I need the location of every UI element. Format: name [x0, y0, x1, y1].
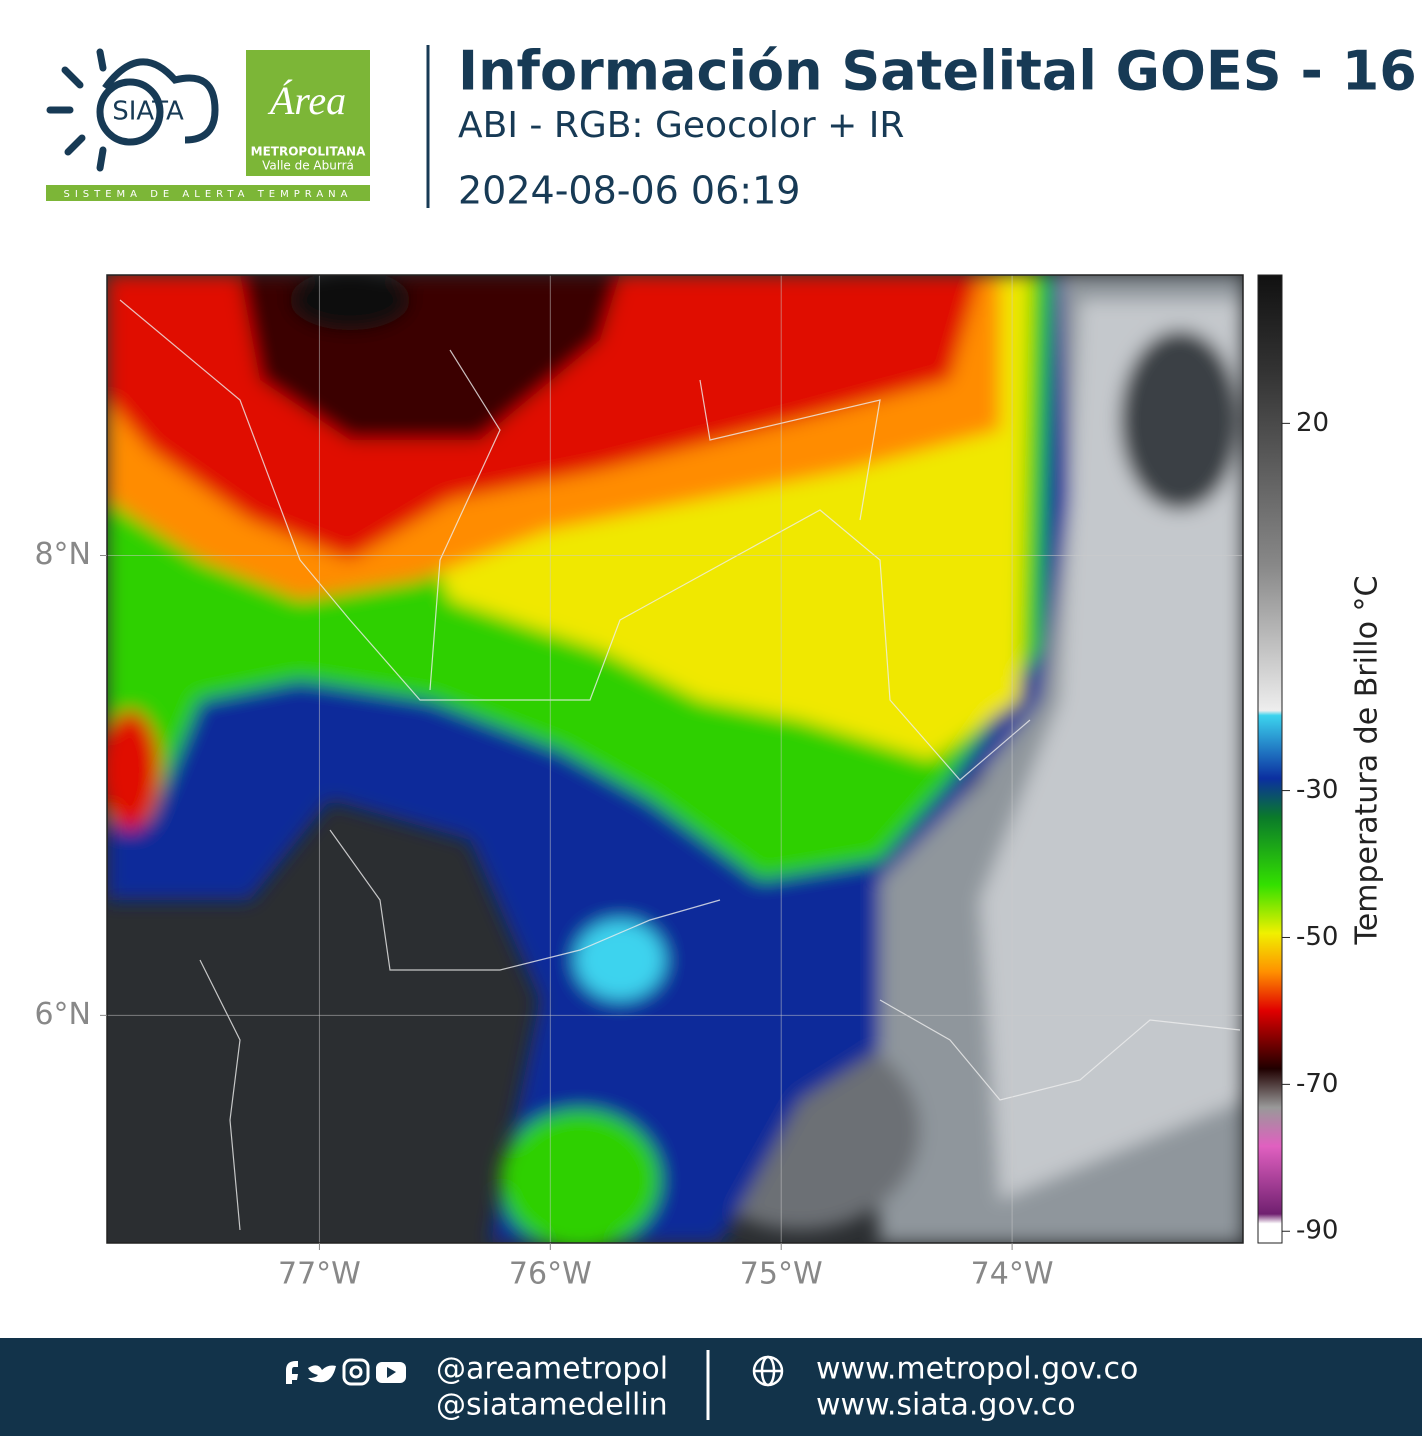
- x-tick-label: 77°W: [278, 1257, 361, 1292]
- x-tick-label: 75°W: [740, 1257, 823, 1292]
- datetime: 2024-08-06 06:19: [458, 169, 800, 213]
- web-icon: [752, 1355, 784, 1387]
- satellite-image: [107, 275, 1243, 1243]
- colorbar: [1257, 274, 1283, 1244]
- map-frame: [106, 274, 1244, 1244]
- colorbar-label: Temperatura de Brillo °C: [1350, 576, 1385, 946]
- colorbar-tick-label: -90: [1296, 1216, 1338, 1246]
- website[interactable]: www.metropol.gov.co: [816, 1352, 1138, 1387]
- social-icons: [286, 1358, 406, 1386]
- social-handle[interactable]: @siatamedellin: [436, 1388, 668, 1423]
- subtitle: ABI - RGB: Geocolor + IR: [458, 105, 904, 146]
- colorbar-ticks: 20 -30 -50 -70 -90: [1282, 408, 1338, 1246]
- logo-tagline: SISTEMA DE ALERTA TEMPRANA: [63, 189, 352, 200]
- colorbar-tick-label: -50: [1296, 922, 1338, 952]
- x-tick-label: 76°W: [509, 1257, 592, 1292]
- social-handle[interactable]: @areametropol: [436, 1352, 668, 1387]
- website[interactable]: www.siata.gov.co: [816, 1388, 1076, 1423]
- partner-logo: Área: [267, 78, 346, 123]
- logo: SIATA Área METROPOLITANA Valle de Aburrá…: [46, 48, 370, 201]
- title: Información Satelital GOES - 16: [458, 40, 1417, 103]
- y-tick-label: 8°N: [34, 537, 91, 572]
- logo-name: SIATA: [112, 97, 184, 127]
- partner-line: Valle de Aburrá: [262, 159, 354, 173]
- y-tick-label: 6°N: [34, 997, 91, 1032]
- colorbar-tick-label: 20: [1296, 408, 1329, 438]
- x-tick-label: 74°W: [971, 1257, 1054, 1292]
- colorbar-tick-label: -70: [1296, 1069, 1338, 1099]
- grid: [107, 275, 1243, 1243]
- colorbar-tick-label: -30: [1296, 775, 1338, 805]
- footer: [0, 1338, 1422, 1436]
- ticks: 77°W 76°W 75°W 74°W 6°N 8°N: [34, 537, 1053, 1291]
- partner-line: METROPOLITANA: [251, 145, 366, 159]
